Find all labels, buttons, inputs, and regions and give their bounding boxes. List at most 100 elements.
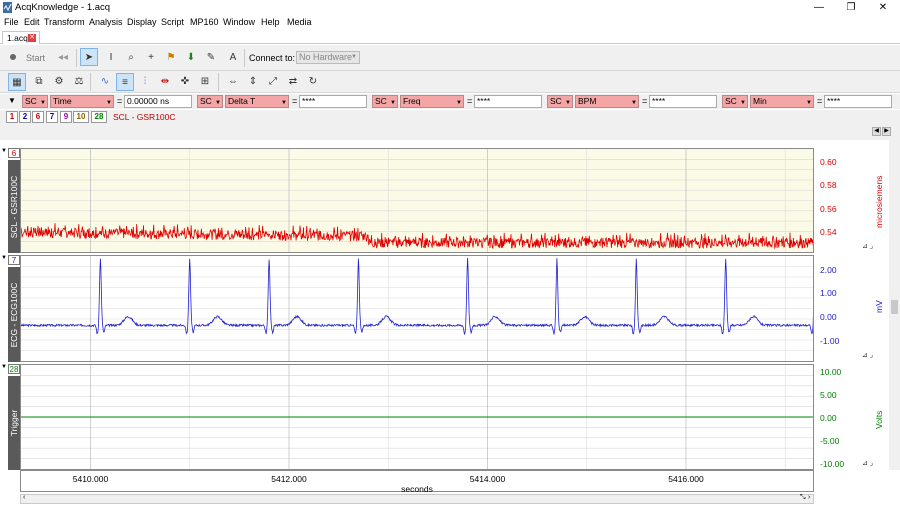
waveform-icon[interactable]: ∿ [100, 76, 110, 87]
scale-icon[interactable]: ⚖ [74, 76, 84, 87]
arrange-icon[interactable]: ⊞ [200, 76, 210, 87]
i-beam-tool-icon[interactable]: I [109, 52, 113, 63]
document-tab-bar: 1.acq ✕ [0, 30, 900, 44]
channel-button-28[interactable]: 28 [91, 111, 107, 123]
sync-icon[interactable]: ⇄ [288, 76, 298, 87]
channel-button-6[interactable]: 6 [32, 111, 44, 123]
measurement-type-select[interactable]: Min ▼ [750, 95, 814, 108]
channel-number-badge[interactable]: 6 [8, 148, 20, 158]
arrow-tool-icon[interactable]: ➤ [80, 48, 98, 66]
channel-button-1[interactable]: 1 [6, 111, 18, 123]
toolbar-separator [218, 73, 219, 91]
toolbar-separator [90, 73, 91, 91]
measurement-type-select[interactable]: BPM ▼ [575, 95, 639, 108]
rewind-icon[interactable]: ◂◂ [57, 52, 69, 63]
autoscale-corner-icon[interactable]: ⊿ ⌟ [862, 243, 874, 250]
collapse-icon[interactable]: ▼ [1, 364, 7, 370]
channel-number-badge[interactable]: 28 [8, 364, 20, 374]
fit-icon[interactable]: ⤢ [269, 76, 277, 87]
annotate-tool-icon[interactable]: A [229, 52, 237, 63]
expand-icon[interactable]: ⇕ [248, 76, 258, 87]
y-axis[interactable]: 2.00 1.00 0.00 -1.00 mV ⊿ ⌟ [814, 255, 888, 362]
gear-icon[interactable]: ⚙ [54, 76, 64, 87]
channel-label-strip[interactable]: SCL - GSR100C [8, 160, 20, 253]
vertical-scroll-thumb[interactable] [891, 300, 898, 314]
split-icon[interactable]: ⇹ [160, 76, 170, 87]
crosshair-tool-icon[interactable]: + [148, 52, 154, 63]
horizontal-icon[interactable]: ✜ [180, 76, 190, 87]
menu-display[interactable]: Display [127, 17, 157, 27]
channel-name: Trigger [9, 409, 19, 437]
zoom-tool-icon[interactable]: ⌕ [128, 52, 134, 63]
channel-button-2[interactable]: 2 [19, 111, 31, 123]
equals-sign: = [292, 96, 298, 106]
channel-button-10[interactable]: 10 [73, 111, 89, 123]
vertical-scrollbar[interactable] [889, 140, 900, 470]
plot-pane[interactable] [20, 364, 815, 471]
overlap-view-icon[interactable]: ⧉ [35, 76, 43, 87]
menu-transform[interactable]: Transform [44, 17, 85, 27]
x-tick-label: 5414.000 [469, 474, 506, 484]
grid-view-icon[interactable]: ▦ [8, 73, 26, 91]
menu-analysis[interactable]: Analysis [89, 17, 123, 27]
y-axis[interactable]: 0.60 0.58 0.56 0.54 microsiemens ⊿ ⌟ [814, 148, 888, 253]
refresh-icon[interactable]: ↻ [308, 76, 318, 87]
scroll-left-arrow-icon[interactable]: ‹ [23, 494, 26, 501]
channel-button-9[interactable]: 9 [60, 111, 72, 123]
menu-media[interactable]: Media [287, 17, 312, 27]
channel-label-strip[interactable]: ECG - ECG100C [8, 267, 20, 362]
maximize-button[interactable]: ❐ [846, 2, 856, 13]
plot-pane[interactable] [20, 148, 816, 254]
scroll-right-icon[interactable]: ▶ [882, 127, 891, 136]
close-button[interactable]: ✕ [878, 2, 888, 13]
tab-1-acq[interactable]: 1.acq ✕ [2, 31, 40, 44]
graph-area[interactable]: SCL - GSR100C 6 ▼ 0.60 0.58 0.56 0.54 microsiem… [0, 140, 900, 506]
menu-help[interactable]: Help [261, 17, 280, 27]
autoscale-corner-icon[interactable]: ⊿ ⌟ [862, 352, 874, 359]
measurement-type-select[interactable]: Delta T ▼ [225, 95, 289, 108]
scroll-right-arrow-icon[interactable]: › [808, 494, 811, 501]
start-button[interactable]: Start [26, 53, 46, 63]
measurement-channel-select[interactable]: SC ▼ [22, 95, 48, 108]
measurement-channel-select[interactable]: SC ▼ [722, 95, 748, 108]
measurement-type-select[interactable]: Freq ▼ [400, 95, 464, 108]
horizontal-scrollbar[interactable]: ‹ ⤡ › [20, 494, 814, 504]
zoom-fit-icon[interactable]: ⤡ [800, 494, 806, 501]
scroll-left-icon[interactable]: ◀ [872, 127, 881, 136]
autoscale-corner-icon[interactable]: ⊿ ⌟ [862, 460, 874, 467]
marker-tool-icon[interactable]: ⬇ [186, 52, 196, 63]
measurement-channel-select[interactable]: SC ▼ [372, 95, 398, 108]
equals-sign: = [817, 96, 823, 106]
y-axis[interactable]: 10.00 5.00 0.00 -5.00 -10.00 Volts ⊿ ⌟ [814, 364, 888, 470]
collapse-icon[interactable]: ▼ [1, 148, 7, 154]
plot-pane[interactable] [20, 255, 816, 363]
menu-mp160[interactable]: MP160 [190, 17, 219, 27]
collapse-icon[interactable]: ▼ [1, 255, 7, 261]
compress-icon[interactable]: ⇔ [228, 76, 238, 87]
tab-close-icon[interactable]: ✕ [28, 34, 36, 42]
channel-label-strip[interactable]: Trigger [8, 376, 20, 470]
menu-file[interactable]: File [4, 17, 19, 27]
measurement-menu-icon[interactable]: ▼ [8, 96, 16, 105]
time-axis-unit: seconds [401, 484, 433, 494]
measurement-channel-select[interactable]: SC ▼ [197, 95, 223, 108]
measurement-type-select[interactable]: Time ▼ [50, 95, 114, 108]
draw-tool-icon[interactable]: ✎ [206, 52, 216, 63]
channel-number-badge[interactable]: 7 [8, 255, 20, 265]
menu-edit[interactable]: Edit [24, 17, 40, 27]
overlay-icon[interactable]: ⫶ [143, 76, 147, 87]
y-axis-unit: Volts [874, 410, 884, 429]
channel-button-7[interactable]: 7 [46, 111, 58, 123]
connect-select-value: No Hardware [299, 52, 353, 62]
measurement-channel-select[interactable]: SC ▼ [547, 95, 573, 108]
autoscale-icon[interactable]: ≡ [116, 73, 134, 91]
event-tool-icon[interactable]: ⚑ [166, 52, 176, 63]
connect-select[interactable]: No Hardware ▼ [296, 51, 360, 64]
chevron-down-icon: ▼ [40, 100, 46, 106]
y-tick-label: 0.56 [820, 203, 837, 214]
menu-window[interactable]: Window [223, 17, 256, 27]
time-axis[interactable]: 5410.000 5412.000 5414.000 5416.000 seconds [20, 470, 814, 494]
minimize-button[interactable]: — [814, 2, 824, 13]
menu-script[interactable]: Script [161, 17, 185, 27]
y-tick-label: 5.00 [820, 390, 837, 400]
